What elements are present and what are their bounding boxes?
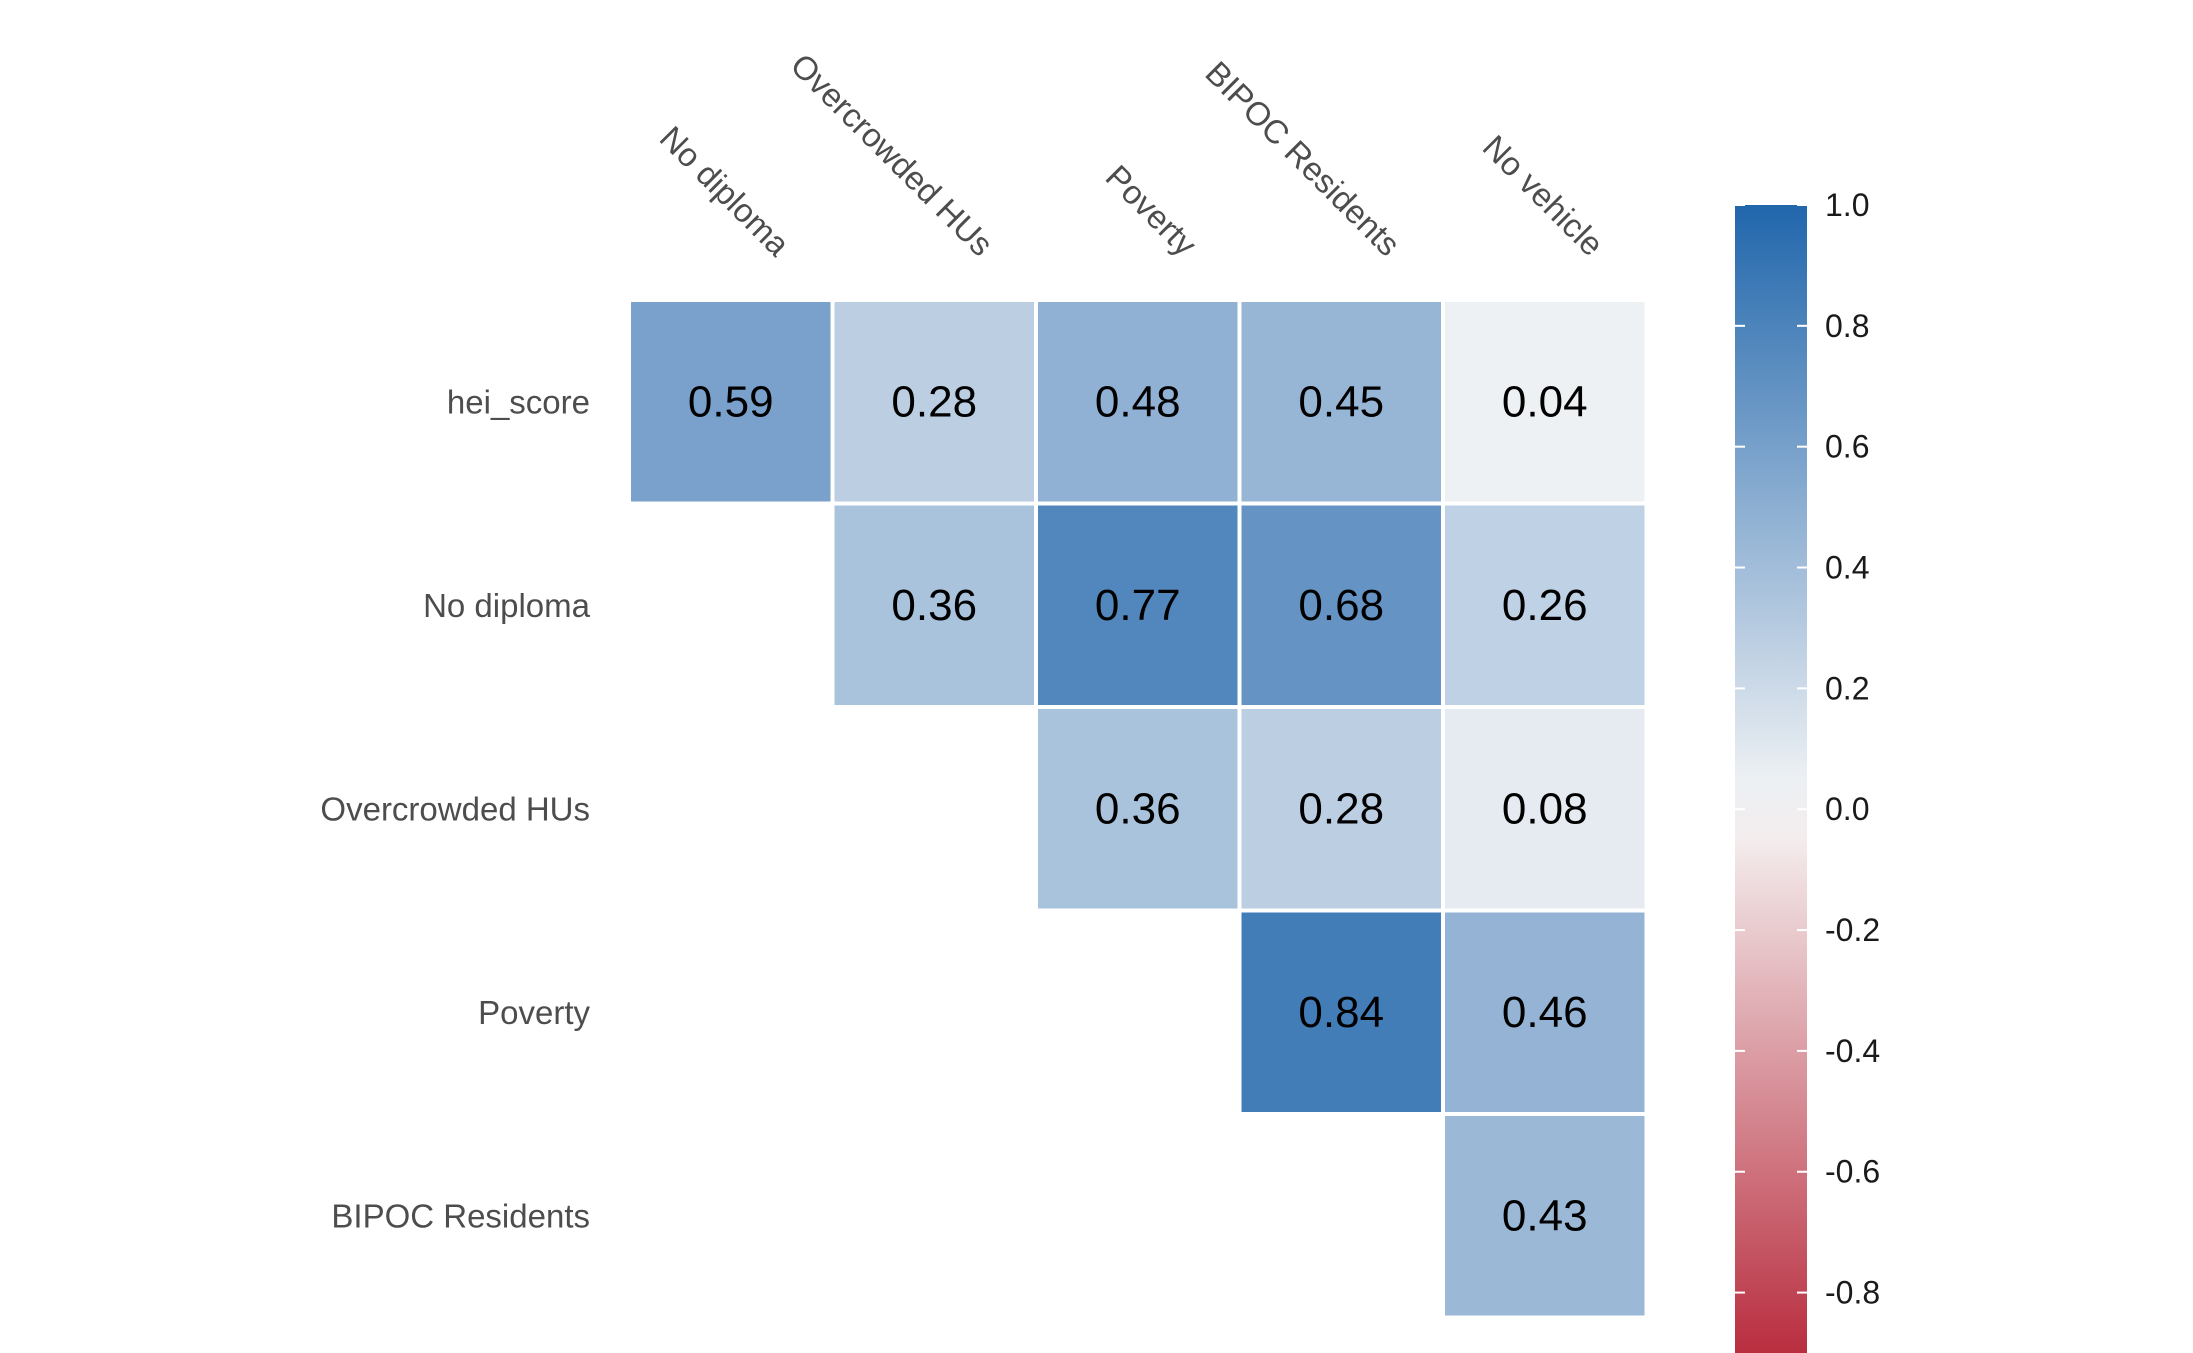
cell-value-label: 0.68 [1298,581,1384,630]
colorbar-tick-label: 0.2 [1825,670,1869,706]
colorbar-tick-label: -0.2 [1825,912,1880,948]
cell-value-label: 0.36 [1095,784,1181,833]
heatmap-cell-hei-score-bipoc-residents [1241,302,1441,502]
colorbar-tick-label: 0.4 [1825,550,1869,586]
row-labels: hei_score No diploma Overcrowded HUs Povert… [320,383,590,1234]
heatmap-cell-overcrowded-hus-no-vehicle [1445,709,1645,909]
colorbar-tick-label: 1.0 [1825,187,1869,223]
column-label-bipoc-residents: BIPOC Residents [1198,54,1407,263]
colorbar-tick-label: -0.8 [1825,1275,1880,1311]
cell-value-label: 0.45 [1298,377,1384,426]
row-label-bipoc-residents: BIPOC Residents [331,1197,590,1234]
heatmap-cell-bipoc-residents-no-vehicle [1445,1116,1645,1316]
column-label-overcrowded-hus: Overcrowded HUs [784,46,1001,263]
colorbar-tick-label: -0.6 [1825,1154,1880,1190]
heatmap-cell-hei-score-overcrowded-hus [834,302,1034,502]
heatmap-cell-hei-score-no-vehicle [1445,302,1645,502]
heatmap-cell-hei-score-no-diploma [631,302,831,502]
row-label-poverty: Poverty [478,994,590,1031]
heatmap-cell-no-diploma-no-vehicle [1445,505,1645,705]
column-label-poverty: Poverty [1099,158,1205,264]
heatmap-cell-no-diploma-bipoc-residents [1241,505,1441,705]
row-label-hei-score: hei_score [447,383,590,420]
heatmap-cell-no-diploma-overcrowded-hus [834,505,1034,705]
row-label-no-diploma: No diploma [423,587,591,624]
column-label-no-vehicle: No vehicle [1476,128,1611,263]
cell-value-label: 0.59 [688,377,774,426]
colorbar-tick-label: -0.4 [1825,1033,1880,1069]
heatmap-cell-poverty-bipoc-residents [1241,912,1441,1112]
cell-value-label: 0.28 [891,377,977,426]
heatmap-cell-overcrowded-hus-bipoc-residents [1241,709,1441,909]
cell-value-label: 0.04 [1502,377,1588,426]
cell-value-label: 0.48 [1095,377,1181,426]
colorbar-tick-label: 0.8 [1825,308,1869,344]
cell-value-label: 0.77 [1095,581,1181,630]
heatmap-cells: 0.59 0.28 0.48 0.45 0.04 0.36 0.77 0.68 0.26 0.36… [631,302,1645,1316]
cell-value-label: 0.43 [1502,1191,1588,1240]
heatmap-cell-overcrowded-hus-poverty [1038,709,1238,909]
colorbar: 1.0 0.8 0.6 0.4 0.2 0.0 -0.2 -0.4 -0.6 -0.8 [1735,187,1880,1353]
cell-value-label: 0.26 [1502,581,1588,630]
colorbar-gradient [1735,205,1807,1353]
colorbar-tick-label: 0.0 [1825,791,1869,827]
cell-value-label: 0.08 [1502,784,1588,833]
cell-value-label: 0.84 [1298,988,1384,1037]
cell-value-label: 0.46 [1502,988,1588,1037]
cell-value-label: 0.36 [891,581,977,630]
heatmap-cell-hei-score-poverty [1038,302,1238,502]
row-label-overcrowded-hus: Overcrowded HUs [320,790,590,827]
heatmap-cell-no-diploma-poverty [1038,505,1238,705]
column-label-no-diploma: No diploma [653,119,798,264]
colorbar-tick-label: 0.6 [1825,429,1869,465]
heatmap-cell-poverty-no-vehicle [1445,912,1645,1112]
cell-value-label: 0.28 [1298,784,1384,833]
